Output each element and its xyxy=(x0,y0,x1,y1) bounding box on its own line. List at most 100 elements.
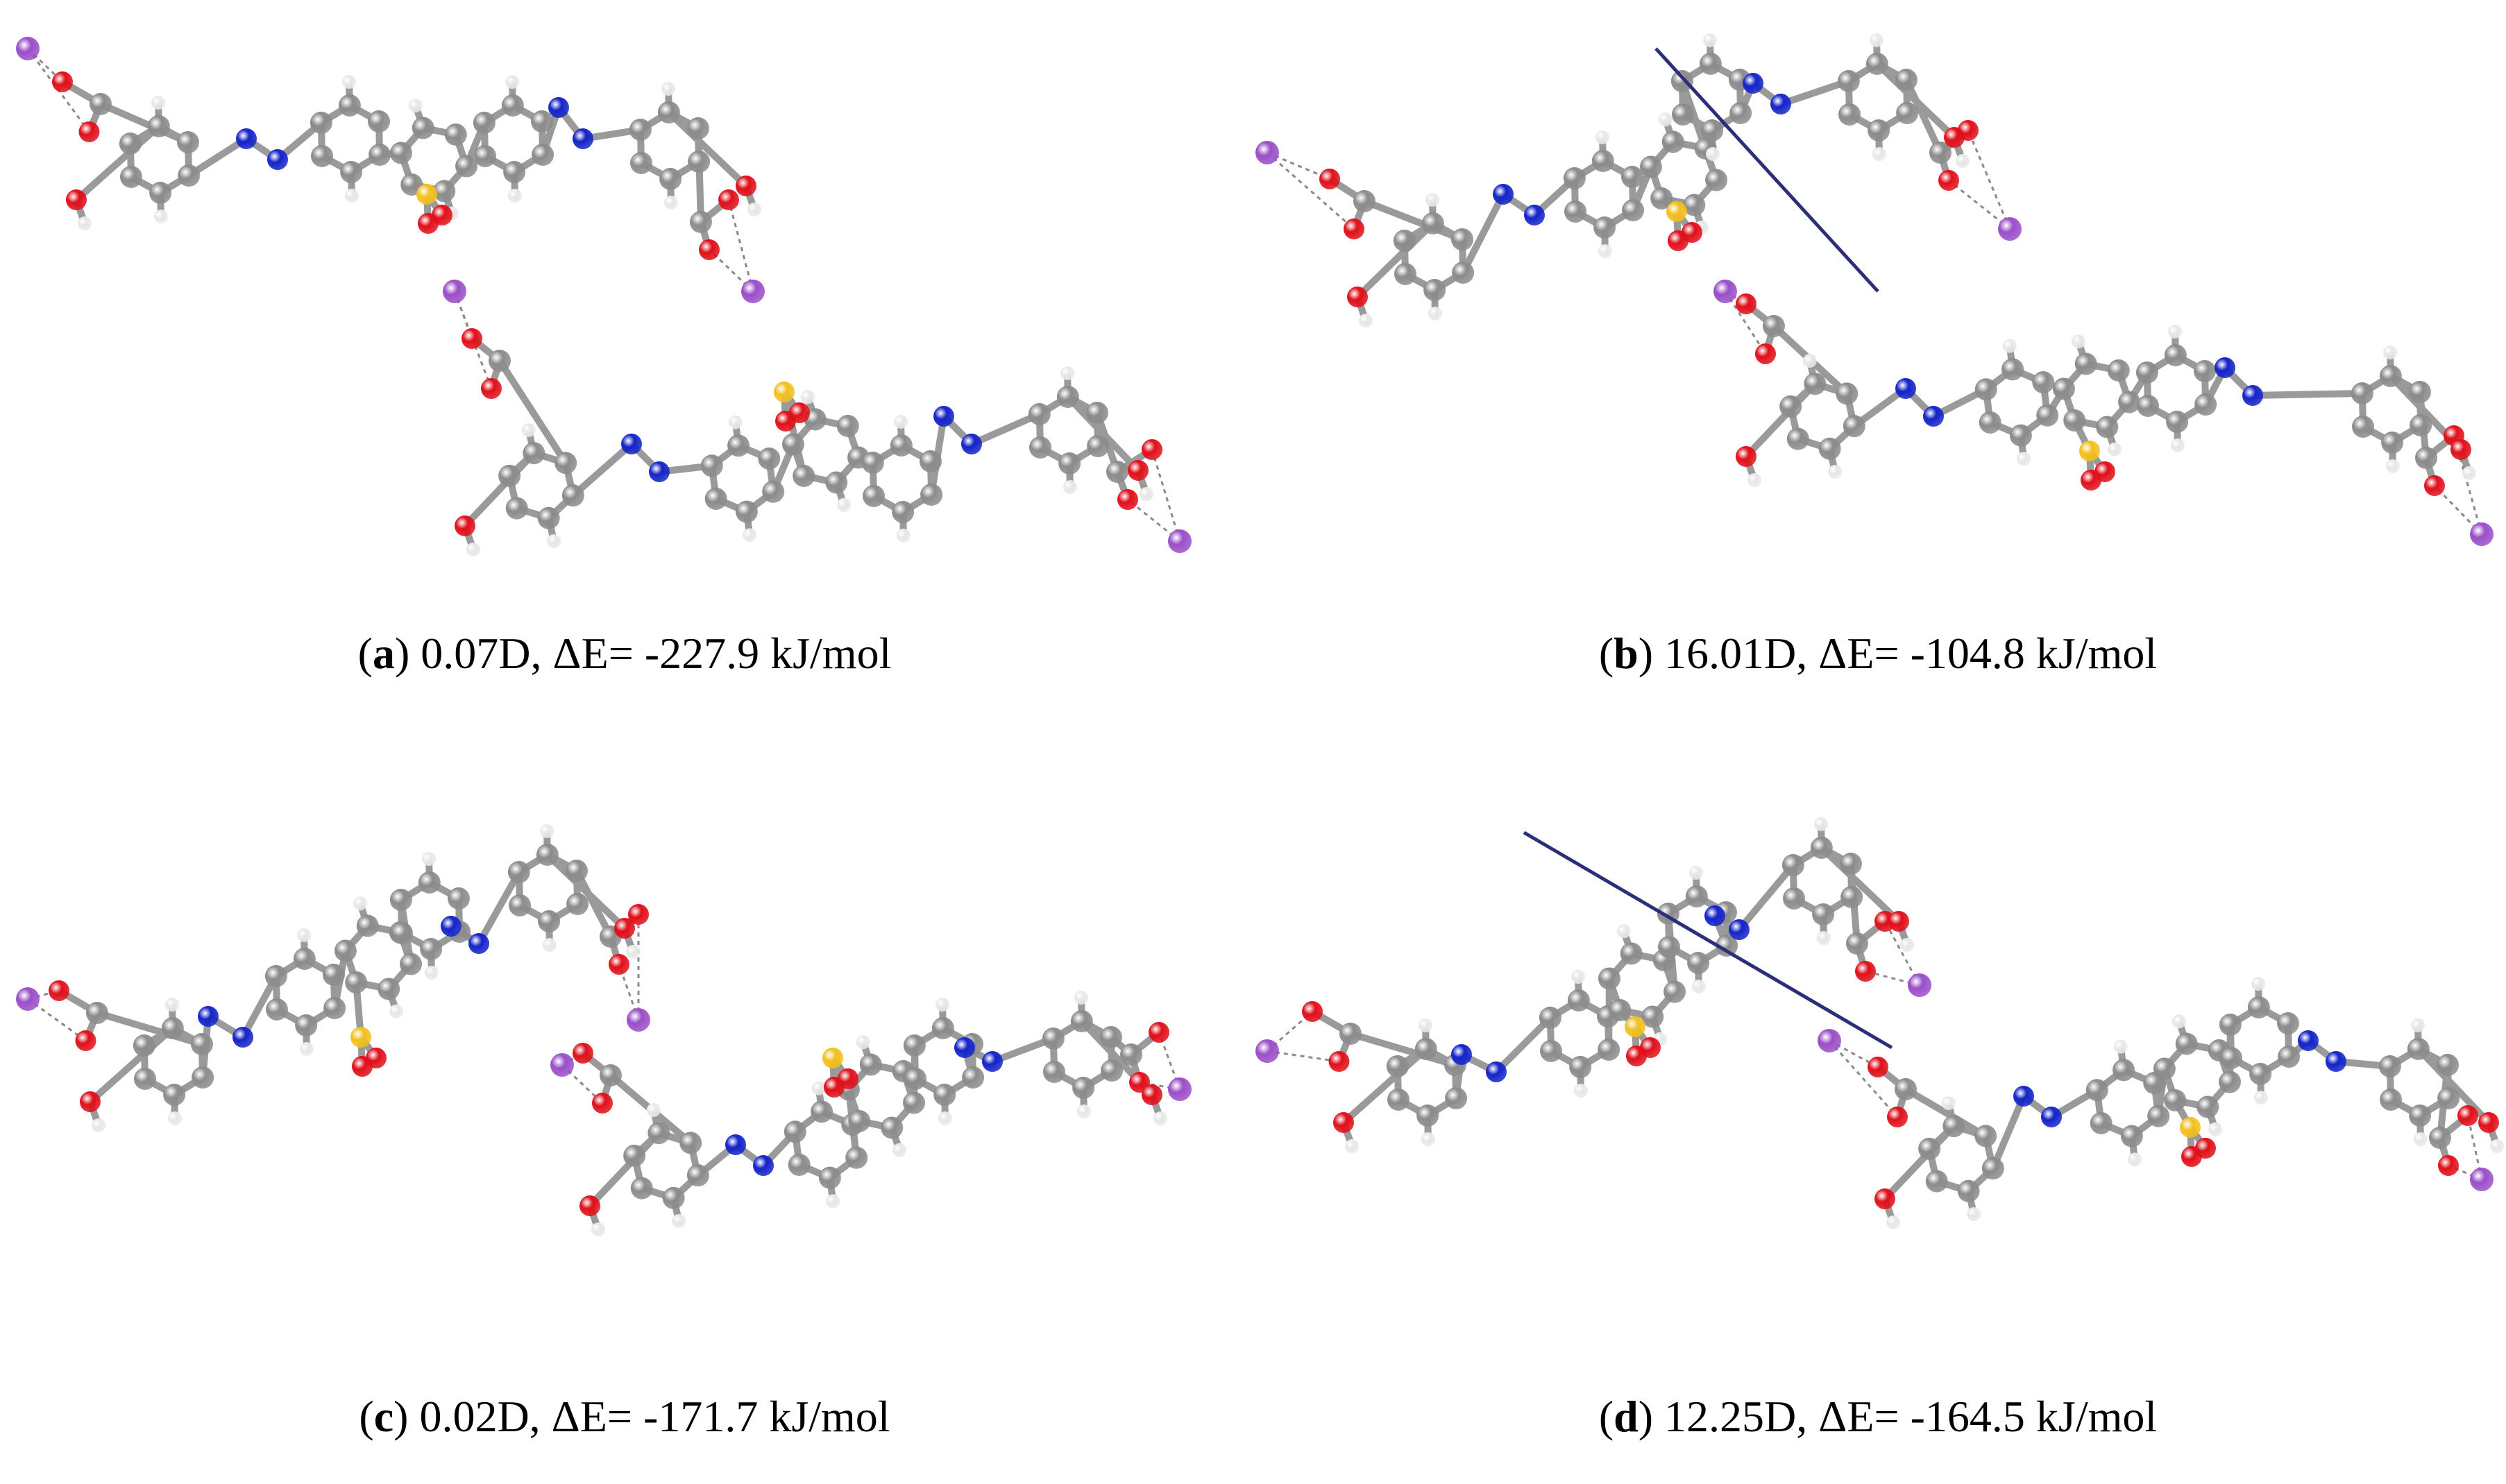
bond xyxy=(1459,191,1507,277)
nitrogen-atom xyxy=(1895,378,1916,399)
carbon-atom xyxy=(334,939,357,962)
carbon-atom xyxy=(418,871,441,894)
carbon-atom xyxy=(1670,69,1693,92)
carbon-atom xyxy=(2408,381,2431,404)
carbon-atom xyxy=(293,948,316,971)
hydrogen-atom xyxy=(2071,334,2085,349)
carbon-atom xyxy=(509,894,532,916)
oxygen-atom xyxy=(1938,170,1959,191)
oxygen-atom xyxy=(2424,475,2445,496)
carbon-atom xyxy=(892,500,915,523)
coordination-bond xyxy=(1967,130,2011,230)
hydrogen-atom xyxy=(1828,464,1843,479)
oxygen-atom xyxy=(2450,439,2471,460)
carbon-atom xyxy=(1729,102,1752,125)
hydrogen-atom xyxy=(1689,866,1704,880)
carbon-atom xyxy=(2219,1013,2242,1036)
carbon-atom xyxy=(2032,371,2055,394)
carbon-atom xyxy=(501,94,524,117)
carbon-atom xyxy=(523,442,545,465)
hydrogen-atom xyxy=(2413,1132,2428,1146)
carbon-atom xyxy=(1394,262,1417,285)
carbon-atom xyxy=(762,480,785,503)
oxygen-atom xyxy=(1142,439,1162,460)
molecule-structure-a xyxy=(16,37,1192,556)
hydrogen-atom xyxy=(466,543,480,556)
carbon-atom xyxy=(537,506,560,529)
carbon-atom xyxy=(1837,69,1860,92)
nitrogen-atom xyxy=(2215,357,2235,378)
carbon-atom xyxy=(2249,1062,2272,1085)
sulfur-atom xyxy=(2180,1117,2201,1138)
carbon-atom xyxy=(474,144,497,167)
dipole-vector xyxy=(1523,830,1893,1050)
hydrogen-atom xyxy=(935,998,950,1012)
metal-atom xyxy=(16,987,40,1011)
carbon-atom xyxy=(2063,409,2086,432)
oxygen-atom xyxy=(579,1195,600,1216)
carbon-atom xyxy=(679,1132,702,1154)
carbon-atom xyxy=(338,94,361,117)
carbon-atom xyxy=(1786,427,1809,450)
oxygen-atom xyxy=(1640,1037,1661,1058)
oxygen-atom xyxy=(80,1091,101,1112)
hydrogen-atom xyxy=(2002,339,2017,353)
metal-atom xyxy=(1168,529,1192,553)
carbon-atom xyxy=(2410,414,2432,437)
oxygen-atom xyxy=(592,1093,613,1114)
hydrogen-atom xyxy=(661,82,676,96)
carbon-atom xyxy=(825,471,848,494)
carbon-atom xyxy=(1540,1039,1563,1062)
hydrogen-atom xyxy=(1658,112,1673,127)
metal-atom xyxy=(443,280,466,303)
oxygen-atom xyxy=(66,189,87,210)
carbon-atom xyxy=(161,1017,184,1040)
oxygen-atom xyxy=(1328,1051,1350,1072)
carbon-atom xyxy=(931,1017,954,1040)
carbon-atom xyxy=(345,971,368,993)
oxygen-atom xyxy=(52,71,73,92)
hydrogen-atom xyxy=(1598,244,1612,258)
metal-atom xyxy=(16,37,40,60)
carbon-atom xyxy=(1416,1104,1439,1127)
hydrogen-atom xyxy=(1060,366,1075,381)
carbon-atom xyxy=(727,434,750,457)
hydrogen-atom xyxy=(1802,354,1817,368)
bond xyxy=(665,109,750,189)
carbon-atom xyxy=(920,484,943,506)
carbon-atom xyxy=(903,1091,926,1114)
hydrogen-atom xyxy=(1900,938,1914,952)
carbon-atom xyxy=(1804,373,1827,395)
caption-d-label: d xyxy=(1614,1392,1639,1441)
hydrogen-atom xyxy=(507,188,522,203)
carbon-atom xyxy=(1421,212,1444,235)
hydrogen-atom xyxy=(894,415,908,429)
oxygen-atom xyxy=(75,1030,96,1051)
carbon-atom xyxy=(1029,436,1052,459)
carbon-atom xyxy=(369,144,391,167)
oxygen-atom xyxy=(1887,1107,1908,1127)
bond xyxy=(968,410,1043,447)
carbon-atom xyxy=(536,844,559,867)
carbon-atom xyxy=(400,953,423,975)
carbon-atom xyxy=(1641,1005,1664,1028)
hydrogen-atom xyxy=(811,1081,826,1095)
caption-b-energy: ΔE= -104.8 kJ/mol xyxy=(1818,629,2158,678)
carbon-atom xyxy=(1056,386,1079,409)
bond xyxy=(1678,77,1720,184)
carbon-atom xyxy=(2147,1105,2170,1127)
carbon-atom xyxy=(1974,378,1997,401)
hydrogen-atom xyxy=(1886,1216,1900,1229)
carbon-atom xyxy=(2351,382,2373,404)
carbon-atom xyxy=(2436,1054,2459,1077)
metal-atom xyxy=(1255,141,1279,164)
oxygen-atom xyxy=(1944,127,1965,148)
hydrogen-atom xyxy=(165,998,180,1012)
hydrogen-atom xyxy=(424,965,439,980)
hydrogen-atom xyxy=(1074,991,1089,1005)
hydrogen-atom xyxy=(743,528,757,543)
carbon-atom xyxy=(1895,1078,1917,1100)
hydrogen-atom xyxy=(505,75,520,89)
nitrogen-atom xyxy=(2326,1051,2346,1072)
hydrogen-atom xyxy=(342,75,357,89)
